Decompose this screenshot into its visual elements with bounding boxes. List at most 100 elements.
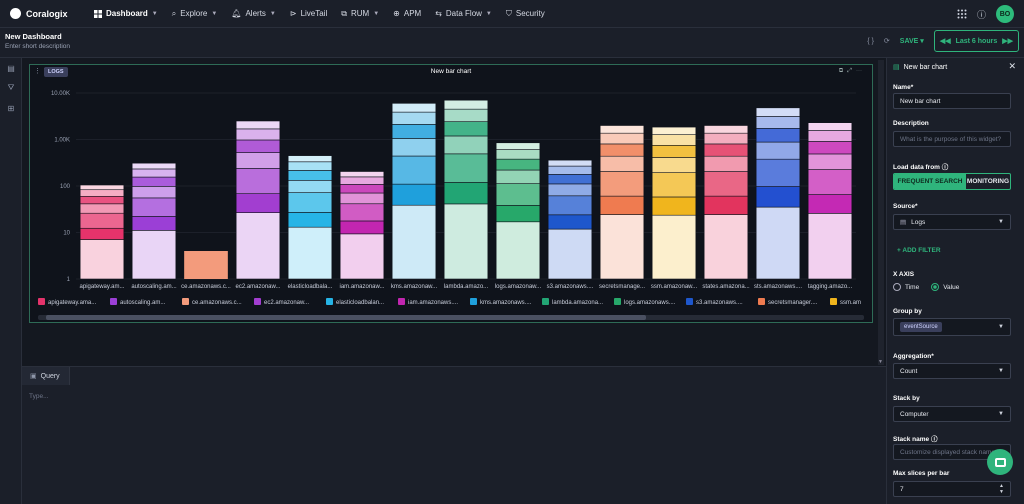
tab-query[interactable]: ▣ Query	[22, 367, 70, 385]
nav-security[interactable]: ⛉ Security	[506, 9, 545, 19]
scrollbar-thumb[interactable]	[46, 315, 646, 320]
help-icon[interactable]: ⓘ	[976, 9, 986, 20]
source-select[interactable]: ▤ Logs ▼	[893, 214, 1011, 230]
widget-actions[interactable]: ⧉⤢⋯	[838, 68, 866, 74]
code-icon[interactable]: { }	[867, 37, 874, 45]
brand-logo[interactable]: Coralogix	[10, 8, 80, 19]
bar-chart-widget[interactable]: ⋮⋮ LOGS New bar chart ⧉⤢⋯ 10.00K 1.00K 100…	[29, 64, 873, 323]
bar-segment	[79, 195, 125, 205]
filter-icon[interactable]: ⛛	[7, 83, 15, 92]
groupby-select[interactable]: eventSource ▼	[893, 318, 1011, 336]
bar-segment	[287, 180, 333, 193]
bar-segment	[651, 214, 697, 280]
bar-segment	[495, 149, 541, 160]
description-field[interactable]: What is the purpose of this widget?	[893, 131, 1011, 147]
stepper-arrows-icon[interactable]: ▲ ▼	[999, 483, 1004, 495]
xaxis-label: X AXIS	[893, 271, 915, 278]
refresh-icon[interactable]: ⟳	[883, 38, 890, 45]
rewind-icon[interactable]: ◀◀	[939, 38, 951, 45]
bar-segment	[79, 212, 125, 229]
bar-segment	[599, 171, 645, 197]
legend-entry: elasticloadbalan...	[336, 300, 384, 306]
legend-swatch	[398, 298, 405, 305]
bar-segment	[79, 189, 125, 197]
stackname-label: Stack name ⓘ	[893, 433, 937, 443]
bar-segment	[755, 206, 801, 280]
dashboard-description[interactable]: Enter short description	[5, 43, 71, 50]
nav-livetail-label: LiveTail	[300, 9, 328, 18]
avatar[interactable]: BO	[996, 5, 1014, 23]
bar-segment	[651, 157, 697, 173]
xaxis-options: Time Value	[893, 283, 959, 291]
load-data-toggle[interactable]: FREQUENT SEARCH MONITORING	[893, 173, 1011, 190]
legend-entry: ec2.amazonaw...	[264, 300, 309, 306]
top-nav: Coralogix Dashboard ▼ ⌕ Explore ▼ 🔔︎ Alert…	[0, 0, 1024, 28]
x-tick-label: ce.amazonaws.c...	[181, 284, 231, 290]
aggregation-select[interactable]: Count ▼	[893, 363, 1011, 379]
chart-horizontal-scrollbar[interactable]	[38, 315, 864, 320]
bar-segment	[131, 230, 177, 280]
add-filter-button[interactable]: + ADD FILTER	[897, 247, 941, 254]
bar-segment	[807, 213, 853, 280]
bar-segment	[495, 183, 541, 206]
bar-segment	[391, 138, 437, 157]
info-icon[interactable]: ⓘ	[941, 164, 949, 171]
bar-segment	[495, 221, 541, 280]
nav-dataflow[interactable]: ⇆ Data Flow ▼	[435, 9, 492, 18]
x-tick-label: secretsmanage...	[599, 284, 645, 290]
radio-time-label: Time	[905, 283, 920, 291]
bar-segment	[755, 128, 801, 143]
x-tick-label: lambda.amazo...	[444, 284, 489, 290]
legend-entry: s3.amazonaws....	[696, 300, 743, 306]
add-widget-icon[interactable]: ⊞	[7, 103, 15, 113]
nav-livetail[interactable]: ⊳ LiveTail	[290, 9, 327, 18]
bar-segment	[703, 171, 749, 197]
nav-explore[interactable]: ⌕ Explore ▼	[172, 9, 218, 19]
scroll-down-icon[interactable]: ▼	[878, 359, 883, 365]
legend-entry: autoscaling.am...	[120, 300, 166, 306]
nav-rum[interactable]: ⧉ RUM ▼	[341, 9, 379, 19]
bar-segment	[599, 143, 645, 157]
stackby-select[interactable]: Computer ▼	[893, 406, 1011, 422]
query-panel: ▣ Query Type...	[22, 366, 886, 504]
bar-segment	[339, 184, 385, 194]
maxslices-stepper[interactable]: 7 ▲ ▼	[893, 481, 1011, 497]
bar-segment	[79, 227, 125, 240]
save-label: SAVE	[899, 38, 919, 45]
legend-swatch	[110, 298, 117, 305]
radio-value[interactable]	[931, 283, 940, 291]
bar-segment	[339, 220, 385, 235]
chat-support-button[interactable]	[987, 449, 1013, 475]
legend-entry: ce.amazonaws.c...	[192, 300, 242, 306]
widgets-icon[interactable]: ▤	[7, 63, 15, 73]
dashboard-title[interactable]: New Dashboard	[5, 32, 62, 41]
bell-icon: 🔔︎	[231, 9, 242, 18]
description-label: Description	[893, 120, 929, 127]
shield-icon: ⛉	[505, 8, 512, 18]
dataflow-icon: ⇆	[435, 9, 442, 18]
name-field[interactable]: New bar chart	[893, 93, 1011, 109]
nav-apm[interactable]: ⊕ APM	[393, 9, 421, 18]
nav-dashboard[interactable]: Dashboard ▼	[94, 9, 158, 18]
frequent-search-option[interactable]: FREQUENT SEARCH	[894, 174, 966, 189]
chevron-down-icon: ▼	[151, 10, 158, 17]
apps-grid-icon[interactable]	[957, 9, 967, 19]
close-icon[interactable]: ✕	[1008, 61, 1016, 71]
chevron-down-icon: ▼	[211, 10, 218, 17]
save-button[interactable]: SAVE ▾	[899, 38, 924, 45]
groupby-chip[interactable]: eventSource	[900, 322, 942, 332]
monitoring-option[interactable]: MONITORING	[966, 178, 1010, 185]
query-input[interactable]: Type...	[29, 393, 49, 400]
time-range-picker[interactable]: ◀◀ Last 6 hours ▶▶	[933, 30, 1019, 52]
forward-icon[interactable]: ▶▶	[1002, 38, 1013, 45]
bar-segment	[79, 203, 125, 214]
bar-segment	[131, 216, 177, 231]
nav-alerts[interactable]: 🔔︎ Alerts ▼	[231, 9, 276, 18]
dashboard-vertical-scrollbar[interactable]: ▼	[878, 60, 884, 365]
logs-icon: ▤	[900, 219, 907, 226]
stackname-field[interactable]: Customize displayed stack name	[893, 444, 1011, 460]
info-icon[interactable]: ⓘ	[930, 436, 938, 443]
bar-segment	[755, 107, 801, 117]
radio-time[interactable]	[893, 283, 901, 291]
drag-handle-icon[interactable]: ⋮⋮	[34, 68, 48, 75]
